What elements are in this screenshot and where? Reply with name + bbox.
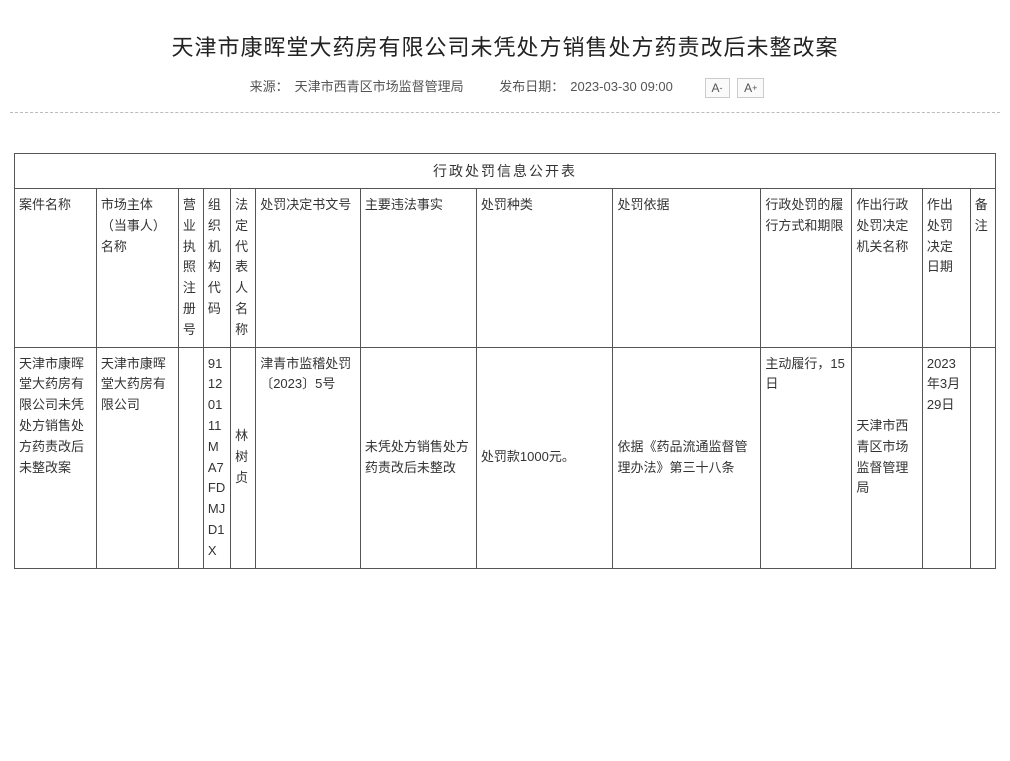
col-legal-rep: 法定代表人名称 (231, 188, 256, 347)
penalty-table: 行政处罚信息公开表 案件名称 市场主体（当事人）名称 营业执照注册号 组织机构代… (14, 153, 996, 569)
cell-license-no (178, 347, 203, 568)
table-caption-row: 行政处罚信息公开表 (15, 153, 996, 188)
divider (10, 112, 1000, 113)
col-license-no: 营业执照注册号 (178, 188, 203, 347)
cell-mode: 主动履行，15日 (761, 347, 852, 568)
table-row: 天津市康晖堂大药房有限公司未凭处方销售处方药责改后未整改案 天津市康晖堂大药房有… (15, 347, 996, 568)
col-penalty-type: 处罚种类 (476, 188, 613, 347)
col-remark: 备注 (970, 188, 995, 347)
col-facts: 主要违法事实 (360, 188, 476, 347)
meta-row: 来源： 天津市西青区市场监督管理局 发布日期： 2023-03-30 09:00 A… (10, 76, 1000, 112)
cell-penalty-type: 处罚款1000元。 (476, 347, 613, 568)
col-case-name: 案件名称 (15, 188, 97, 347)
cell-agency: 天津市西青区市场监督管理局 (852, 347, 923, 568)
col-org-code: 组织机构代码 (203, 188, 230, 347)
font-increase-sup: + (752, 83, 757, 93)
cell-decision-date: 2023年3月29日 (922, 347, 970, 568)
cell-entity-name: 天津市康晖堂大药房有限公司 (96, 347, 178, 568)
source-label: 来源： (250, 79, 289, 94)
font-increase-label: A (744, 81, 752, 95)
cell-remark (970, 347, 995, 568)
table-header-row: 案件名称 市场主体（当事人）名称 营业执照注册号 组织机构代码 法定代表人名称 … (15, 188, 996, 347)
col-mode: 行政处罚的履行方式和期限 (761, 188, 852, 347)
col-entity-name: 市场主体（当事人）名称 (96, 188, 178, 347)
col-decision-date: 作出处罚决定日期 (922, 188, 970, 347)
cell-facts: 未凭处方销售处方药责改后未整改 (360, 347, 476, 568)
table-caption: 行政处罚信息公开表 (15, 153, 996, 188)
source-value: 天津市西青区市场监督管理局 (295, 79, 464, 94)
page-root: 天津市康晖堂大药房有限公司未凭处方销售处方药责改后未整改案 来源： 天津市西青区市… (0, 0, 1010, 579)
font-increase-button[interactable]: A+ (737, 78, 764, 98)
publish-date-value: 2023-03-30 09:00 (570, 79, 673, 94)
cell-org-code: 91120111MA7FDMJD1X (203, 347, 230, 568)
cell-basis: 依据《药品流通监督管理办法》第三十八条 (613, 347, 761, 568)
table-wrap: 行政处罚信息公开表 案件名称 市场主体（当事人）名称 营业执照注册号 组织机构代… (10, 153, 1000, 569)
cell-legal-rep: 林树贞 (231, 347, 256, 568)
publish-date-label: 发布日期： (499, 79, 564, 94)
col-doc-no: 处罚决定书文号 (256, 188, 361, 347)
cell-case-name: 天津市康晖堂大药房有限公司未凭处方销售处方药责改后未整改案 (15, 347, 97, 568)
col-basis: 处罚依据 (613, 188, 761, 347)
col-agency: 作出行政处罚决定机关名称 (852, 188, 923, 347)
page-title: 天津市康晖堂大药房有限公司未凭处方销售处方药责改后未整改案 (10, 30, 1000, 62)
font-decrease-label: A (712, 81, 720, 95)
font-decrease-sup: - (720, 83, 723, 93)
font-decrease-button[interactable]: A- (705, 78, 730, 98)
cell-doc-no: 津青市监稽处罚〔2023〕5号 (256, 347, 361, 568)
